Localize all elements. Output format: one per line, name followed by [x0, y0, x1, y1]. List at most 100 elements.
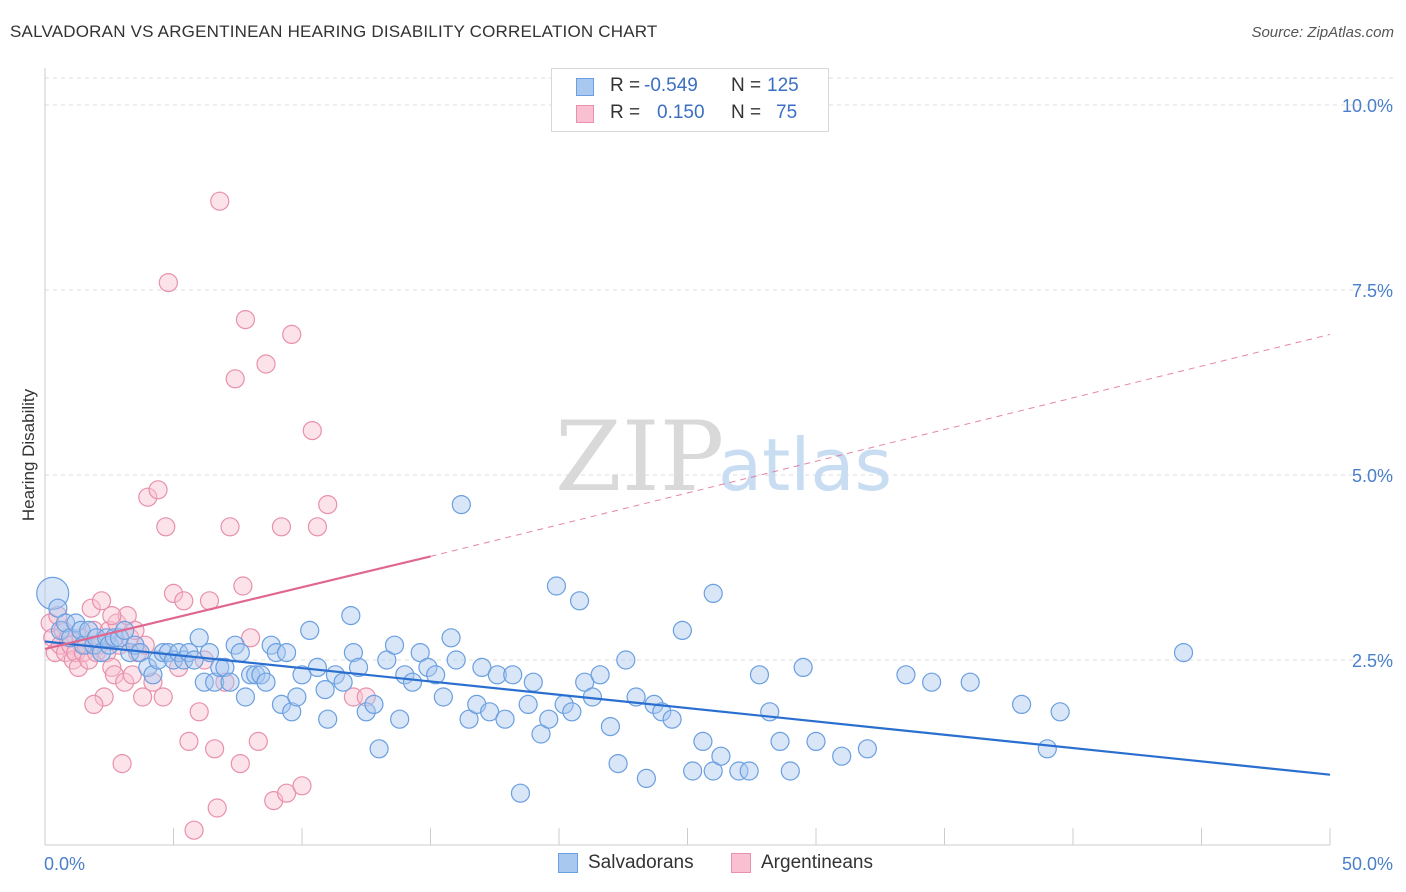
salvadoran-point [472, 657, 492, 678]
salvadoran-point [832, 746, 852, 766]
salvadoran-point [282, 702, 302, 722]
salvadoran-point [793, 657, 813, 678]
argentinean-point [138, 487, 158, 507]
argentinean-point [117, 605, 137, 626]
legend-n-value: 125 [767, 75, 799, 96]
salvadoran-point [230, 642, 250, 663]
argentinean-point [235, 310, 256, 330]
chart-title: SALVADORAN VS ARGENTINEAN HEARING DISABI… [10, 22, 658, 41]
salvadoran-point [1011, 694, 1032, 715]
salvadoran-point [55, 613, 76, 633]
argentinean-point [158, 273, 178, 293]
argentinean-point [318, 495, 338, 515]
salvadorans-trend-line [44, 640, 1331, 776]
salvadoran-point [333, 672, 353, 692]
argentinean-point [292, 776, 312, 796]
salvadoran-point [518, 694, 538, 715]
y-axis-label: Hearing Disability [19, 388, 38, 521]
salvadoran-point [806, 731, 826, 752]
bottom-legend-swatch-pink [731, 853, 751, 873]
salvadoran-point [315, 679, 335, 700]
y-tick-label: 7.5% [1352, 281, 1393, 301]
salvadoran-point [276, 642, 297, 663]
watermark-atlas: atlas [718, 423, 892, 507]
y-tick-label: 5.0% [1352, 466, 1393, 486]
salvadoran-point [220, 672, 240, 692]
salvadoran-point [487, 665, 507, 685]
salvadoran-point [143, 665, 163, 685]
argentinean-point [225, 369, 245, 389]
salvadoran-point [495, 709, 515, 729]
salvadoran-point [384, 635, 405, 655]
argentinean-point [163, 583, 184, 604]
salvadoran-point [510, 783, 531, 803]
argentinean-point [179, 731, 199, 752]
argentinean-point [215, 672, 235, 692]
salvadoran-point [246, 665, 266, 685]
salvadoran-point [215, 657, 235, 678]
argentinean-point [122, 665, 142, 685]
salvadoran-point [703, 761, 723, 781]
argentinean-point [94, 687, 114, 707]
legend-swatch-pink [576, 105, 594, 123]
salvadoran-point [256, 672, 276, 692]
argentineans-trend-extension [430, 333, 1331, 557]
argentinean-point [102, 657, 122, 678]
salvadoran-point [857, 739, 878, 759]
argentinean-point [153, 687, 173, 707]
bottom-legend-swatch-blue [558, 853, 578, 873]
salvadoran-point [693, 731, 713, 752]
bottom-legend-label: Argentineans [761, 852, 873, 873]
salvadoran-point [616, 650, 636, 670]
salvadoran-point [539, 709, 559, 729]
argentinean-point [174, 591, 194, 611]
argentinean-point [302, 421, 322, 441]
chart-source: Source: ZipAtlas.com [1251, 24, 1394, 41]
argentinean-point [115, 672, 135, 692]
y-tick-label: 10.0% [1342, 96, 1393, 116]
argentinean-point [84, 694, 104, 715]
salvadoran-point [433, 687, 453, 707]
argentinean-point [307, 517, 328, 537]
legend-r-value: 0.150 [657, 102, 705, 123]
salvadoran-point [600, 716, 621, 737]
salvadoran-point [546, 576, 567, 596]
argentinean-point [220, 517, 240, 537]
salvadoran-point [1050, 702, 1070, 722]
legend-n-label: N = [731, 75, 762, 96]
legend-swatch-blue [576, 78, 594, 96]
watermark: ZIP atlas [555, 401, 892, 513]
argentinean-point [91, 591, 112, 611]
salvadoran-point [48, 598, 68, 618]
argentinean-point [210, 191, 230, 211]
salvadoran-point [575, 672, 595, 692]
salvadoran-point [770, 731, 790, 752]
salvadoran-point [402, 672, 423, 692]
x-tick-max: 50.0% [1342, 854, 1393, 874]
argentinean-point [207, 798, 227, 818]
salvadoran-point [318, 709, 338, 729]
salvadoran-point [343, 642, 363, 663]
salvadoran-point [377, 650, 397, 670]
salvadoran-point [441, 628, 461, 648]
salvadoran-point [739, 761, 759, 781]
salvadoran-point [307, 657, 328, 678]
y-tick-label: 2.5% [1352, 651, 1393, 671]
argentinean-point [148, 480, 168, 500]
salvadoran-point [749, 665, 770, 685]
salvadoran-point [683, 761, 703, 781]
argentinean-point [112, 753, 132, 774]
legend-r-label: R = [610, 102, 641, 123]
salvadoran-point [590, 665, 610, 685]
salvadoran-point [1173, 642, 1194, 663]
salvadoran-point [390, 709, 410, 729]
argentinean-point [184, 820, 204, 840]
salvadoran-point [703, 583, 723, 604]
argentinean-point [356, 687, 376, 707]
argentinean-point [189, 702, 209, 722]
trend-lines [44, 333, 1331, 776]
salvadoran-point [608, 753, 628, 774]
salvadoran-point [410, 642, 430, 663]
salvadoran-point [523, 672, 543, 692]
salvadoran-point [194, 672, 214, 692]
